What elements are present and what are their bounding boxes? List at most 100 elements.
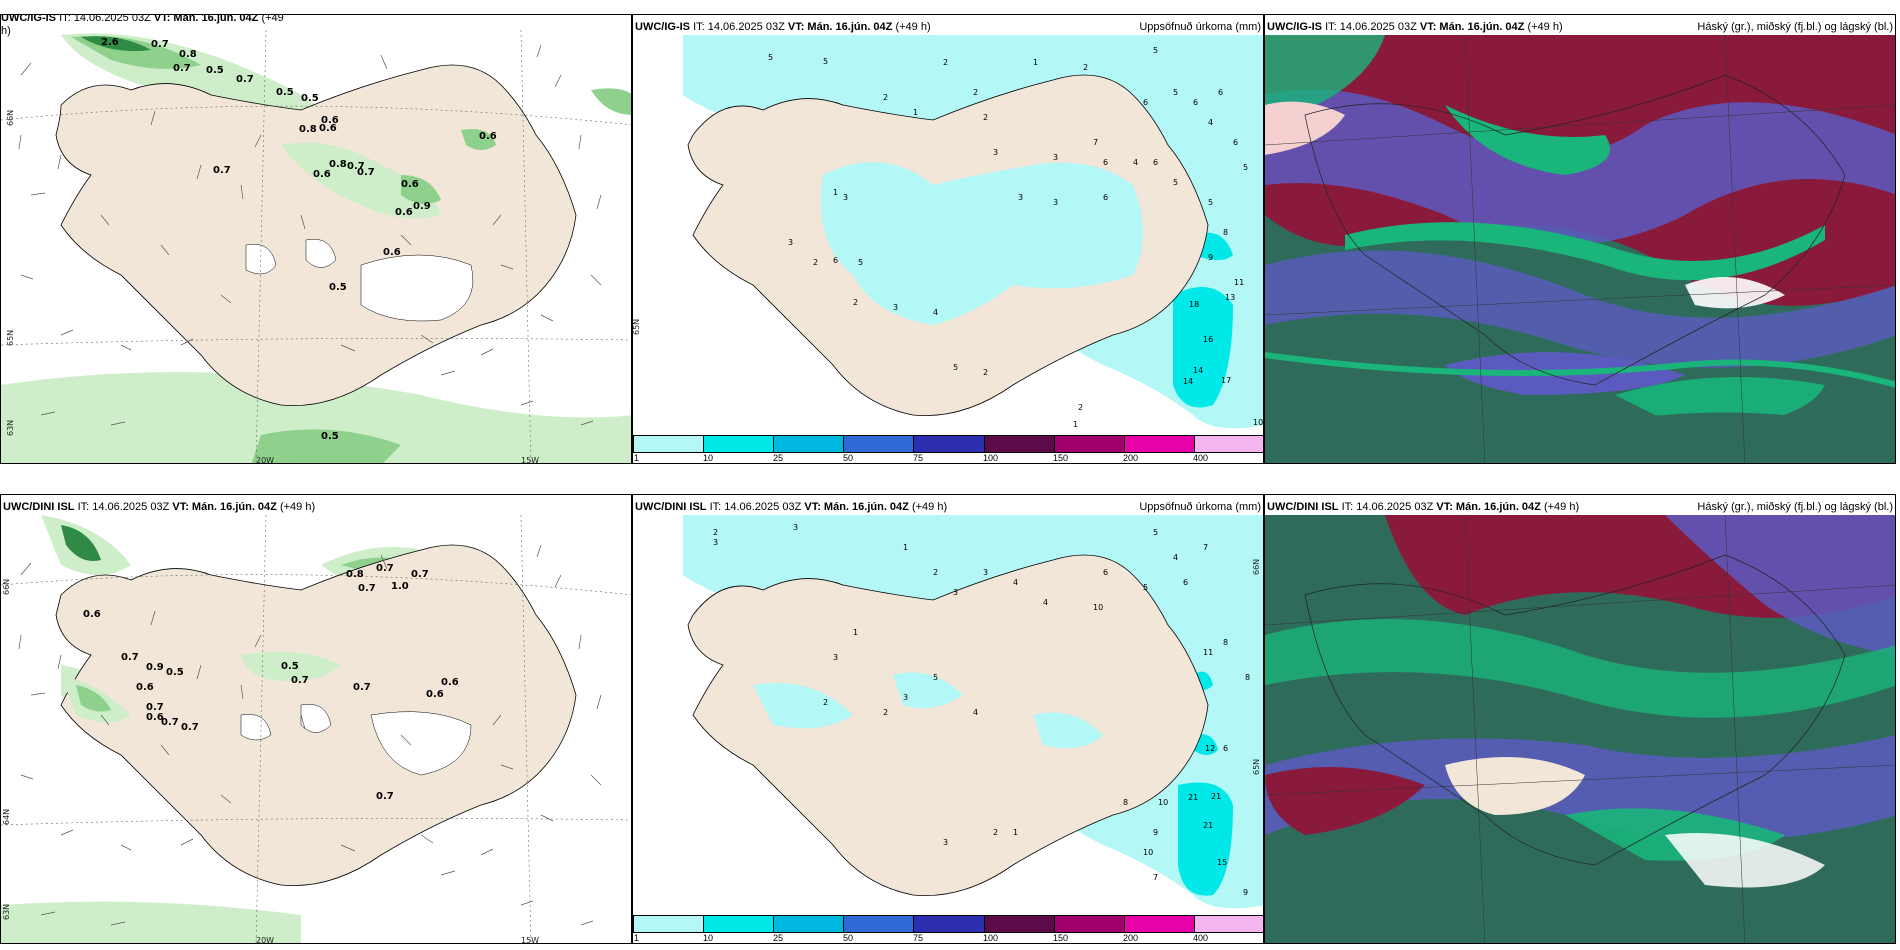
svg-text:3: 3 [1053, 153, 1058, 162]
svg-text:0.8: 0.8 [299, 124, 317, 135]
cloud-panel-bottom: UWC/DINI ISL IT: 14.06.2025 03Z VT: Mán.… [1264, 494, 1896, 944]
svg-text:6: 6 [1193, 98, 1198, 107]
svg-text:2: 2 [943, 58, 948, 67]
svg-text:5: 5 [1173, 88, 1178, 97]
svg-text:14: 14 [1183, 377, 1193, 386]
svg-text:17: 17 [1221, 376, 1231, 385]
svg-text:0.8: 0.8 [346, 569, 364, 580]
svg-text:0.6: 0.6 [441, 677, 459, 688]
svg-text:3: 3 [713, 538, 718, 547]
precip-panel-top: UWC/IG-IS IT: 14.06.2025 03Z VT: Mán. 16… [632, 14, 1264, 464]
colorbar-swatch-3 [774, 916, 845, 932]
svg-text:0.6: 0.6 [401, 179, 419, 190]
svg-text:3: 3 [993, 148, 998, 157]
svg-text:10: 10 [1158, 798, 1168, 807]
svg-text:0.7: 0.7 [236, 74, 254, 85]
svg-text:0.6: 0.6 [383, 247, 401, 258]
precip-map-bottom: 3 2 3 1 2 3 3 4 4 6 5 4 7 10 5 6 8 8 11 … [683, 515, 1263, 909]
svg-text:3: 3 [843, 193, 848, 202]
svg-text:6: 6 [1223, 744, 1228, 753]
svg-text:5: 5 [1173, 178, 1178, 187]
svg-text:0.6: 0.6 [395, 207, 413, 218]
colorbar-swatch-5 [914, 916, 985, 932]
svg-text:65N: 65N [1252, 759, 1261, 775]
svg-text:11: 11 [1203, 648, 1213, 657]
svg-text:6: 6 [1103, 193, 1108, 202]
colorbar-swatch-4 [844, 436, 915, 452]
svg-text:0.7: 0.7 [181, 722, 199, 733]
svg-text:21: 21 [1188, 793, 1198, 802]
precip-unit-top: Uppsöfnuð úrkoma (mm) [1139, 21, 1261, 33]
svg-text:6: 6 [1218, 88, 1223, 97]
svg-text:5: 5 [1153, 46, 1158, 55]
svg-text:64N: 64N [2, 809, 11, 825]
svg-text:5: 5 [1143, 583, 1148, 592]
colorbar-swatch-1 [634, 436, 705, 452]
svg-text:66N: 66N [2, 579, 11, 595]
svg-text:0.7: 0.7 [411, 569, 429, 580]
svg-text:2: 2 [993, 828, 998, 837]
svg-text:6: 6 [1143, 98, 1148, 107]
svg-text:0.6: 0.6 [83, 609, 101, 620]
precip-colorbar-top [633, 435, 1263, 453]
svg-text:5: 5 [1153, 528, 1158, 537]
wind-map-top: 2.6 0.7 0.8 0.5 0.7 0.7 0.5 0.5 0.8 0.6 … [1, 29, 631, 464]
precip-map-top: 5 5 2 2 1 2 2 1 2 6 5 5 6 6 4 6 5 7 3 6 … [633, 35, 1263, 429]
svg-text:0.7: 0.7 [376, 791, 394, 802]
svg-text:2: 2 [1083, 63, 1088, 72]
colorbar-swatch-8 [1124, 436, 1195, 452]
svg-text:1: 1 [913, 108, 918, 117]
precip-colorbar-bottom [633, 915, 1263, 933]
cloud-legend-top: Háský (gr.), miðský (fj.bl.) og lágský (… [1697, 21, 1893, 33]
cloud-map-top [1265, 35, 1895, 463]
svg-text:1: 1 [833, 188, 838, 197]
svg-text:5: 5 [768, 53, 773, 62]
colorbar-swatch-7 [1054, 916, 1125, 932]
svg-text:5: 5 [858, 258, 863, 267]
precip-unit-bottom: Uppsöfnuð úrkoma (mm) [1139, 501, 1261, 513]
svg-text:8: 8 [1123, 798, 1128, 807]
svg-text:6: 6 [1103, 158, 1108, 167]
svg-text:0.7: 0.7 [213, 165, 231, 176]
svg-text:0.5: 0.5 [321, 431, 339, 442]
svg-text:0.5: 0.5 [329, 282, 347, 293]
svg-text:0.5: 0.5 [281, 661, 299, 672]
svg-text:9: 9 [1243, 888, 1248, 897]
wind-barbs-bottom [18, 544, 602, 926]
svg-text:2: 2 [713, 528, 718, 537]
svg-text:20W: 20W [256, 456, 274, 464]
svg-text:8: 8 [1223, 228, 1228, 237]
colorbar-swatch-8 [1124, 916, 1195, 932]
svg-text:0.7: 0.7 [376, 563, 394, 574]
svg-text:4: 4 [933, 308, 938, 317]
svg-text:0.6: 0.6 [146, 712, 164, 723]
svg-text:6: 6 [1103, 568, 1108, 577]
svg-text:4: 4 [1173, 553, 1178, 562]
colorbar-swatch-2 [704, 916, 775, 932]
svg-text:0.5: 0.5 [301, 93, 319, 104]
svg-text:2: 2 [853, 298, 858, 307]
svg-text:16: 16 [1203, 335, 1213, 344]
svg-text:2: 2 [883, 708, 888, 717]
iceland-land-top [55, 64, 577, 406]
wind-labels-top: 2.6 0.7 0.8 0.5 0.7 0.7 0.5 0.5 0.8 0.6 … [6, 37, 539, 464]
svg-text:3: 3 [943, 838, 948, 847]
svg-text:0.6: 0.6 [479, 131, 497, 142]
svg-text:1: 1 [853, 628, 858, 637]
svg-text:3: 3 [1018, 193, 1023, 202]
svg-text:66N: 66N [1252, 559, 1261, 575]
svg-text:0.7: 0.7 [358, 583, 376, 594]
svg-text:10: 10 [1143, 848, 1153, 857]
svg-text:14: 14 [1193, 366, 1203, 375]
svg-text:6: 6 [1183, 578, 1188, 587]
svg-text:0.8: 0.8 [329, 159, 347, 170]
precip-numbers-bottom: 3 2 3 1 2 3 3 4 4 6 5 4 7 10 5 6 8 8 11 … [713, 523, 1261, 897]
svg-text:3: 3 [793, 523, 798, 532]
svg-text:0.6: 0.6 [321, 115, 339, 126]
colorbar-swatch-1 [634, 916, 705, 932]
svg-text:2.6: 2.6 [101, 37, 119, 48]
svg-text:2: 2 [973, 88, 978, 97]
svg-text:4: 4 [1043, 598, 1048, 607]
svg-text:65N: 65N [633, 319, 641, 335]
iceland-land-precip-bottom [687, 554, 1209, 896]
